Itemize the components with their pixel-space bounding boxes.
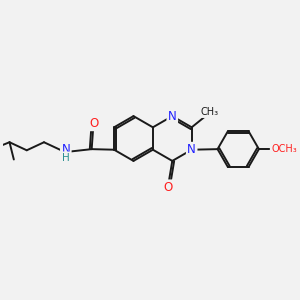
Text: CH₃: CH₃ bbox=[200, 107, 219, 117]
Text: N: N bbox=[168, 110, 177, 123]
Text: O: O bbox=[164, 181, 173, 194]
Text: O: O bbox=[89, 117, 98, 130]
Text: H: H bbox=[62, 153, 70, 163]
Text: OCH₃: OCH₃ bbox=[271, 144, 297, 154]
Text: N: N bbox=[61, 142, 70, 156]
Text: N: N bbox=[187, 143, 196, 156]
